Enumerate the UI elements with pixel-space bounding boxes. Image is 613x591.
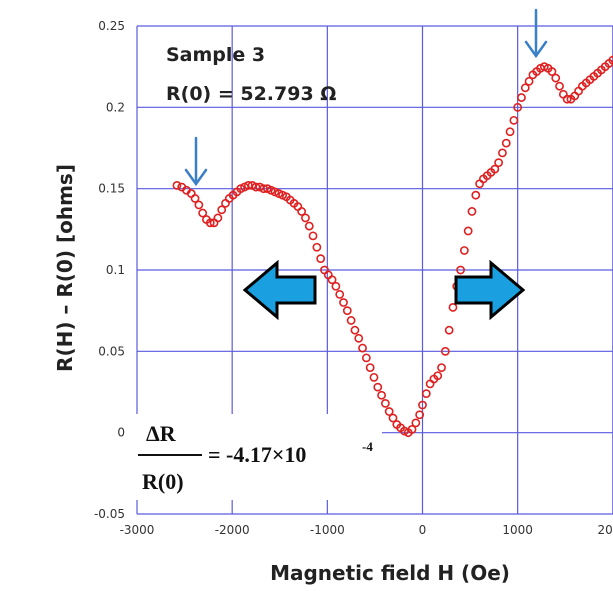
data-point — [505, 127, 515, 137]
left-direction-arrow-icon — [242, 259, 317, 321]
data-point — [498, 148, 507, 158]
formula-background — [136, 414, 382, 500]
data-point — [467, 207, 477, 216]
data-point — [369, 372, 379, 382]
data-point — [562, 94, 572, 104]
data-point — [172, 181, 182, 190]
x-tick-label: -2000 — [215, 523, 250, 537]
data-point — [213, 213, 223, 223]
data-point — [297, 207, 307, 216]
y-tick-label: 0.1 — [106, 263, 125, 277]
data-point — [217, 205, 227, 215]
x-tick-label: -1000 — [310, 523, 345, 537]
data-point — [335, 289, 345, 299]
data-point — [551, 73, 561, 83]
data-point — [407, 425, 417, 434]
data-point — [312, 242, 322, 252]
data-point — [331, 281, 341, 291]
data-point — [418, 400, 427, 410]
formula-denominator: R(0) — [142, 469, 184, 494]
data-point — [301, 213, 310, 223]
y-tick-label: 0.25 — [98, 19, 125, 33]
data-point — [459, 246, 469, 255]
x-tick-label: 0 — [419, 523, 427, 537]
data-point — [440, 346, 450, 356]
data-point — [415, 410, 425, 420]
data-point — [384, 407, 394, 416]
data-point — [388, 413, 398, 423]
y-tick-label: 0 — [117, 426, 125, 440]
data-point — [373, 382, 383, 392]
data-point — [524, 76, 534, 86]
data-point — [205, 218, 215, 228]
data-point — [365, 363, 375, 372]
x-axis-title: Magnetic field H (Oe) — [270, 561, 510, 585]
x-tick-label: 2000 — [598, 523, 613, 537]
data-point — [471, 190, 481, 200]
data-point — [444, 325, 454, 335]
right-dip-arrow-icon — [524, 8, 548, 59]
data-point — [308, 231, 318, 241]
data-point — [433, 371, 443, 381]
data-point — [547, 67, 557, 76]
x-tick-label: 1000 — [502, 523, 533, 537]
data-point — [520, 83, 530, 93]
data-point — [350, 325, 360, 335]
tick-labels: -3000-2000-10000100020003000-0.0500.050.… — [94, 19, 613, 537]
sample-label: Sample 3 — [166, 44, 265, 66]
left-dip-arrow-icon — [184, 136, 208, 187]
data-point — [198, 208, 208, 218]
y-tick-label: -0.05 — [94, 507, 125, 521]
y-tick-label: 0.2 — [106, 100, 125, 114]
formula-numerator: ΔR — [146, 421, 177, 446]
data-point — [342, 306, 352, 316]
data-point — [358, 343, 367, 353]
data-point — [490, 164, 500, 174]
data-point — [361, 353, 371, 363]
data-point — [437, 363, 446, 372]
x-tick-label: -3000 — [120, 523, 155, 537]
y-tick-label: 0.05 — [98, 344, 125, 358]
data-point — [456, 265, 465, 275]
data-point — [304, 221, 314, 231]
y-axis-title: R(H) – R(0) [ohms] — [53, 164, 77, 372]
data-point — [354, 333, 364, 343]
data-point — [513, 102, 523, 112]
r0-label: R(0) = 52.793 Ω — [166, 83, 336, 105]
data-point — [346, 316, 356, 325]
data-point — [555, 81, 564, 91]
right-direction-arrow-icon — [454, 259, 526, 321]
formula-rhs: = -4.17×10 — [208, 442, 306, 467]
data-point — [448, 303, 458, 312]
y-tick-label: 0.15 — [98, 182, 125, 196]
data-point — [463, 226, 473, 236]
data-point — [494, 158, 504, 168]
data-point — [501, 138, 511, 148]
data-points — [172, 54, 613, 438]
data-point — [517, 93, 526, 102]
data-point — [380, 398, 390, 408]
data-point — [190, 194, 200, 203]
data-point — [377, 390, 386, 400]
data-point — [339, 298, 348, 307]
data-point — [411, 418, 421, 428]
data-point — [509, 115, 519, 125]
data-point — [316, 254, 326, 264]
formula-exponent: -4 — [362, 439, 373, 454]
data-point — [194, 200, 204, 210]
data-point — [421, 389, 431, 399]
data-point — [327, 275, 337, 285]
